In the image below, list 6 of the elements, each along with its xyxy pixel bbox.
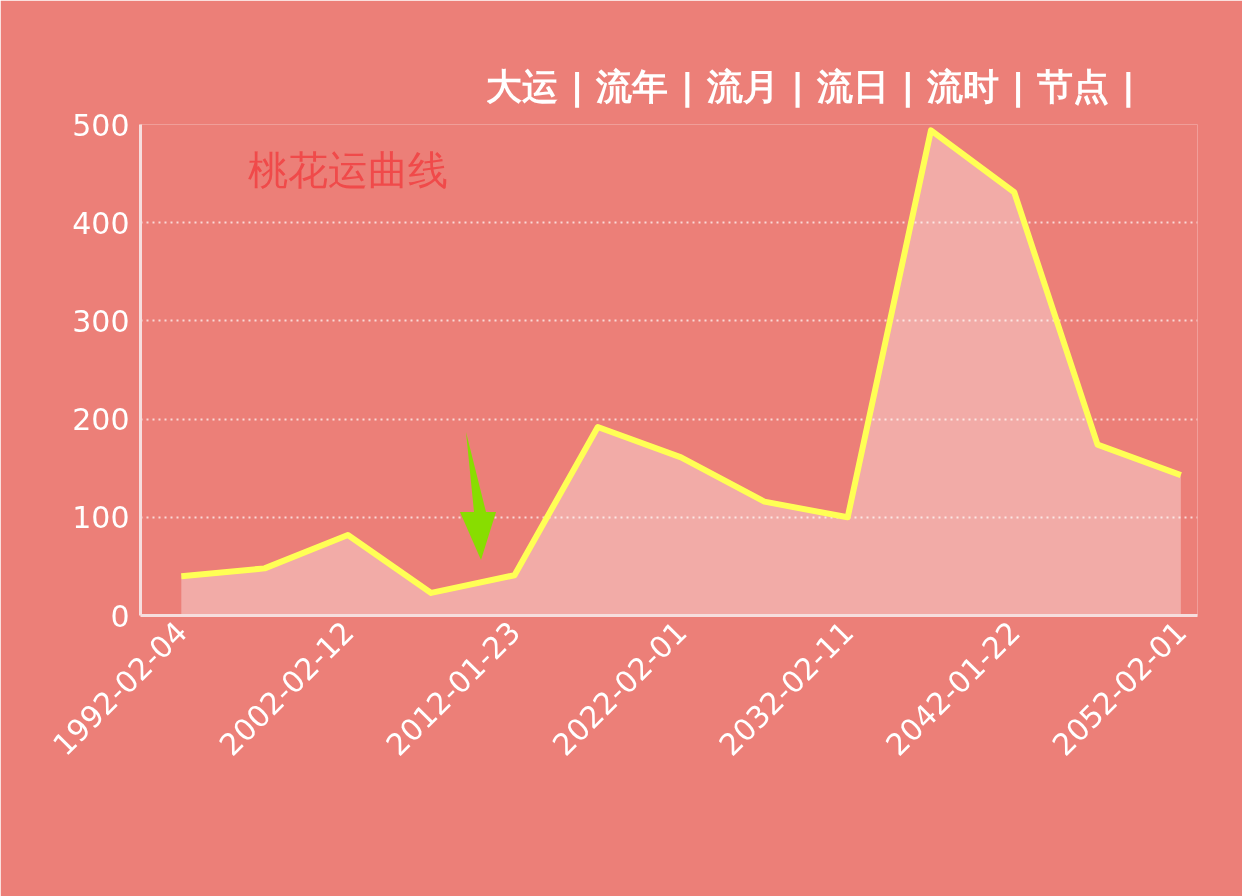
text: 大运 | 流年 | 流月 | 流日 | 流时 | 节点 | [486, 66, 1135, 107]
y-tick-label: 100 [72, 500, 130, 536]
y-tick-label: 300 [72, 303, 130, 339]
y-tick-label: 500 [72, 107, 130, 143]
y-tick-label: 400 [72, 205, 130, 241]
y-tick-label: 200 [72, 402, 130, 438]
